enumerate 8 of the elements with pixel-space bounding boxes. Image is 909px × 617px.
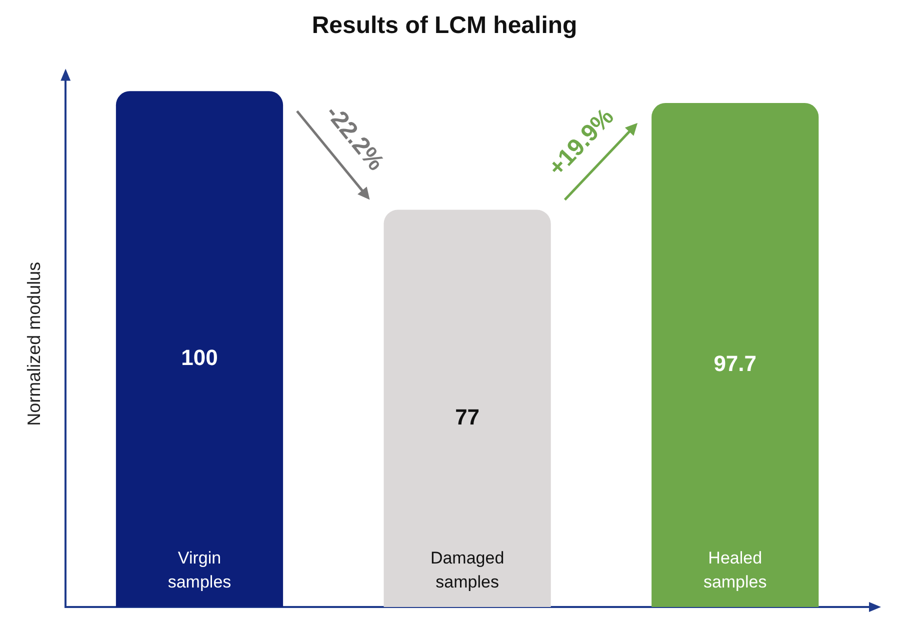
x-tick-label: Virgin samples bbox=[168, 548, 232, 592]
data-label: 77 bbox=[455, 404, 480, 430]
data-label: 100 bbox=[181, 345, 218, 370]
x-tick-label: Healed samples bbox=[703, 548, 767, 592]
y-axis-title: Normalized modulus bbox=[24, 262, 44, 426]
x-tick-label: Damaged samples bbox=[430, 548, 504, 592]
chart-title: Results of LCM healing bbox=[312, 12, 578, 40]
data-label: 97.7 bbox=[714, 351, 757, 376]
